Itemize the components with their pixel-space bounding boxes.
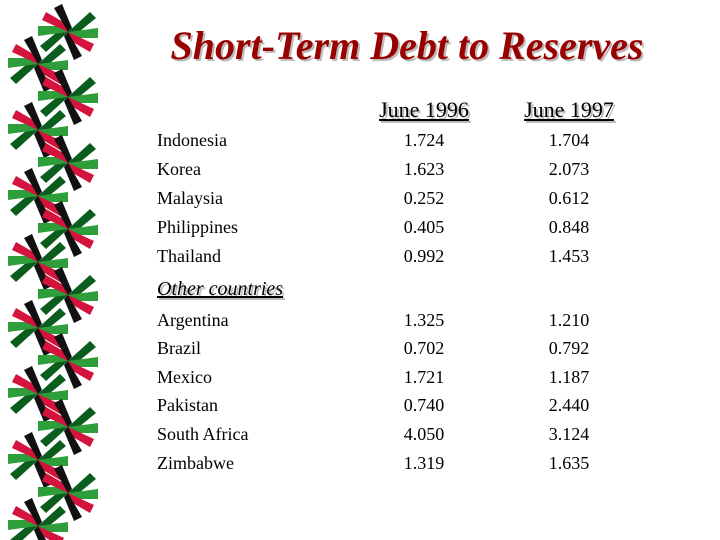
row-label: Korea: [157, 159, 201, 179]
section-label: Other countries: [157, 278, 284, 300]
cell-value: 4.050: [403, 424, 445, 444]
slide-title: Short-Term Debt to Reserves: [170, 23, 644, 68]
cell-value: 1.453: [548, 246, 590, 266]
cell-value: 1.187: [548, 367, 590, 387]
cell-value: 1.704: [548, 130, 590, 150]
row-label: Indonesia: [157, 130, 227, 150]
row-label: Mexico: [157, 367, 212, 387]
row-label: Pakistan: [157, 395, 218, 415]
cell-value: 0.740: [403, 395, 445, 415]
cell-value: 1.319: [403, 453, 445, 473]
cell-value: 3.124: [548, 424, 590, 444]
cell-value: 1.721: [403, 367, 445, 387]
column-header: June 1996: [379, 97, 469, 122]
cell-value: 1.623: [403, 159, 445, 179]
cell-value: 1.325: [403, 310, 445, 330]
cell-value: 0.992: [403, 246, 445, 266]
cell-value: 1.724: [403, 130, 445, 150]
cell-value: 2.073: [548, 159, 590, 179]
row-label: Brazil: [157, 338, 201, 358]
row-label: Philippines: [157, 217, 239, 237]
row-label: Argentina: [157, 310, 229, 330]
cell-value: 0.612: [548, 188, 590, 208]
cell-value: 2.440: [548, 395, 590, 415]
row-label: Zimbabwe: [157, 453, 234, 473]
cell-value: 1.210: [548, 310, 590, 330]
cell-value: 0.405: [403, 217, 445, 237]
row-label: Malaysia: [157, 188, 223, 208]
cell-value: 0.848: [548, 217, 590, 237]
row-label: Thailand: [157, 246, 221, 266]
row-label: South Africa: [157, 424, 249, 444]
cell-value: 0.702: [403, 338, 445, 358]
pinwheel-strip: [8, 4, 98, 540]
cell-value: 0.252: [403, 188, 445, 208]
cell-value: 0.792: [548, 338, 590, 358]
cell-value: 1.635: [548, 453, 590, 473]
column-header: June 1997: [524, 97, 614, 122]
